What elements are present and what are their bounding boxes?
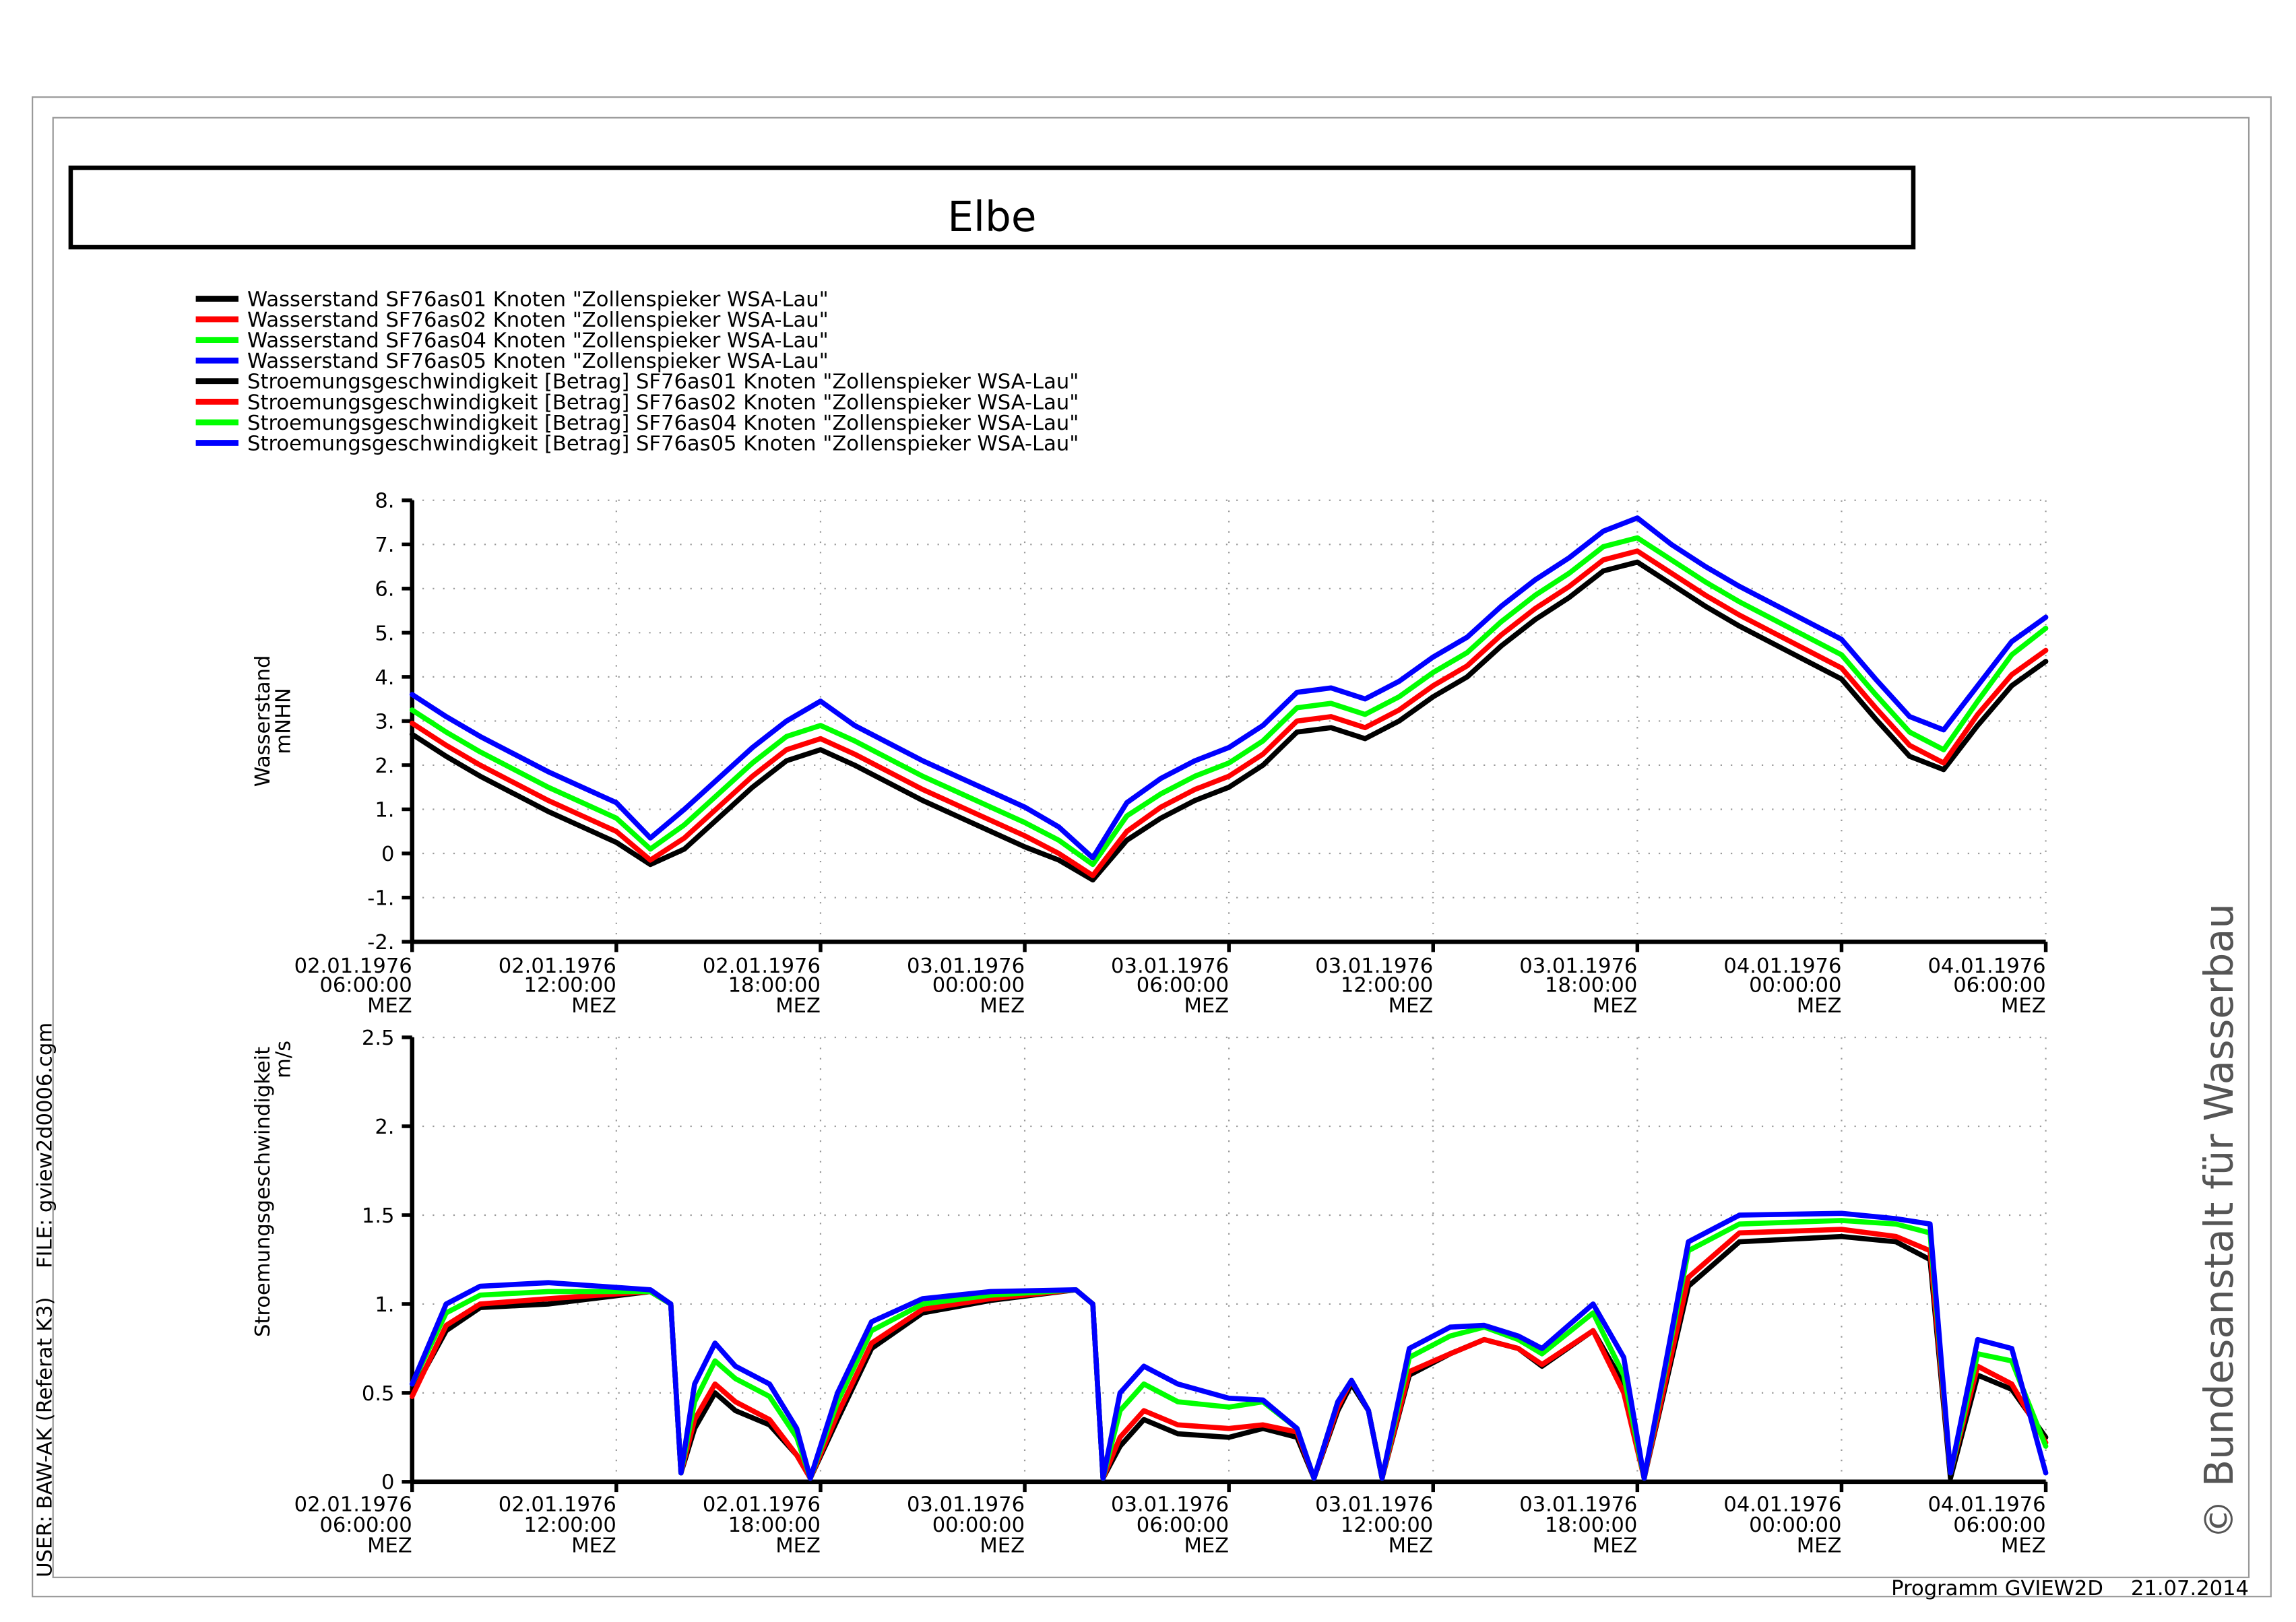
y-tick-label: 7. xyxy=(375,533,394,557)
y-tick-label: 6. xyxy=(375,578,394,602)
x-tick-label: 02.01.1976 12:00:00 MEZ xyxy=(499,954,616,1018)
data-line xyxy=(409,559,2049,883)
x-tick-label: 03.01.1976 06:00:00 MEZ xyxy=(1111,1493,1229,1558)
y-axis-unit: mNHN xyxy=(272,688,295,754)
y-axis-label: Stroemungsgeschwindigkeit xyxy=(251,1047,275,1337)
y-tick-label: 2. xyxy=(375,754,394,778)
x-tick-label: 04.01.1976 00:00:00 MEZ xyxy=(1723,954,1841,1018)
x-tick-label: 03.01.1976 00:00:00 MEZ xyxy=(907,954,1025,1018)
chart-title: Elbe xyxy=(947,193,1036,241)
copyright: © Bundesanstalt für Wasserbau xyxy=(2196,903,2242,1539)
data-line xyxy=(409,1218,2049,1481)
legend-label: Wasserstand SF76as05 Knoten "Zollenspiek… xyxy=(247,350,829,373)
user-label: USER: BAW-AK (Referat K3) xyxy=(34,1297,57,1577)
legend-label: Stroemungsgeschwindigkeit [Betrag] SF76a… xyxy=(247,370,1079,394)
x-tick-label: 02.01.1976 06:00:00 MEZ xyxy=(294,1493,412,1558)
data-line xyxy=(409,1210,2049,1481)
y-tick-label: 0 xyxy=(381,843,394,866)
y-tick-label: -2. xyxy=(367,931,394,954)
x-tick-label: 03.01.1976 06:00:00 MEZ xyxy=(1111,954,1229,1018)
legend-label: Wasserstand SF76as04 Knoten "Zollenspiek… xyxy=(247,329,829,353)
file-label: FILE: gview2d0006.cgm xyxy=(34,1023,57,1268)
x-tick-label: 04.01.1976 00:00:00 MEZ xyxy=(1723,1493,1841,1558)
legend-label: Wasserstand SF76as02 Knoten "Zollenspiek… xyxy=(247,309,829,332)
program-label: Programm GVIEW2D xyxy=(1891,1577,2103,1600)
x-tick-label: 03.01.1976 00:00:00 MEZ xyxy=(907,1493,1025,1558)
y-tick-label: 1.5 xyxy=(362,1204,395,1228)
y-tick-label: 5. xyxy=(375,622,394,645)
x-tick-label: 03.01.1976 12:00:00 MEZ xyxy=(1315,954,1433,1018)
legend-label: Stroemungsgeschwindigkeit [Betrag] SF76a… xyxy=(247,412,1079,435)
y-tick-label: 4. xyxy=(375,666,394,690)
inner-frame xyxy=(52,117,2250,1578)
x-tick-label: 03.01.1976 12:00:00 MEZ xyxy=(1315,1493,1433,1558)
x-tick-label: 02.01.1976 06:00:00 MEZ xyxy=(294,954,412,1018)
data-line xyxy=(409,535,2049,868)
legend-label: Stroemungsgeschwindigkeit [Betrag] SF76a… xyxy=(247,432,1079,455)
y-tick-label: 2. xyxy=(375,1115,394,1139)
y-tick-label: -1. xyxy=(367,886,394,910)
legend-label: Wasserstand SF76as01 Knoten "Zollenspiek… xyxy=(247,288,829,311)
outer-frame xyxy=(32,96,2272,1598)
y-tick-label: 1. xyxy=(375,798,394,822)
data-line xyxy=(409,548,2049,878)
x-tick-label: 02.01.1976 18:00:00 MEZ xyxy=(703,954,821,1018)
x-tick-label: 03.01.1976 18:00:00 MEZ xyxy=(1519,1493,1637,1558)
data-line xyxy=(409,1233,2049,1481)
x-tick-label: 03.01.1976 18:00:00 MEZ xyxy=(1519,954,1637,1018)
date-label: 21.07.2014 xyxy=(2131,1577,2249,1600)
y-tick-label: 8. xyxy=(375,490,394,513)
x-tick-label: 04.01.1976 06:00:00 MEZ xyxy=(1927,954,2045,1018)
title-box xyxy=(68,165,1916,250)
data-line xyxy=(409,1227,2049,1481)
x-tick-label: 04.01.1976 06:00:00 MEZ xyxy=(1927,1493,2045,1558)
y-axis-label: Wasserstand xyxy=(251,655,275,787)
y-tick-label: 2.5 xyxy=(362,1027,395,1050)
legend-label: Stroemungsgeschwindigkeit [Betrag] SF76a… xyxy=(247,391,1079,414)
y-axis-unit: m/s xyxy=(272,1041,295,1078)
x-tick-label: 02.01.1976 12:00:00 MEZ xyxy=(499,1493,616,1558)
y-tick-label: 3. xyxy=(375,710,394,734)
y-tick-label: 0 xyxy=(381,1471,394,1495)
y-tick-label: 0.5 xyxy=(362,1382,395,1406)
data-line xyxy=(409,515,2049,861)
y-tick-label: 1. xyxy=(375,1293,394,1317)
x-tick-label: 02.01.1976 18:00:00 MEZ xyxy=(703,1493,821,1558)
